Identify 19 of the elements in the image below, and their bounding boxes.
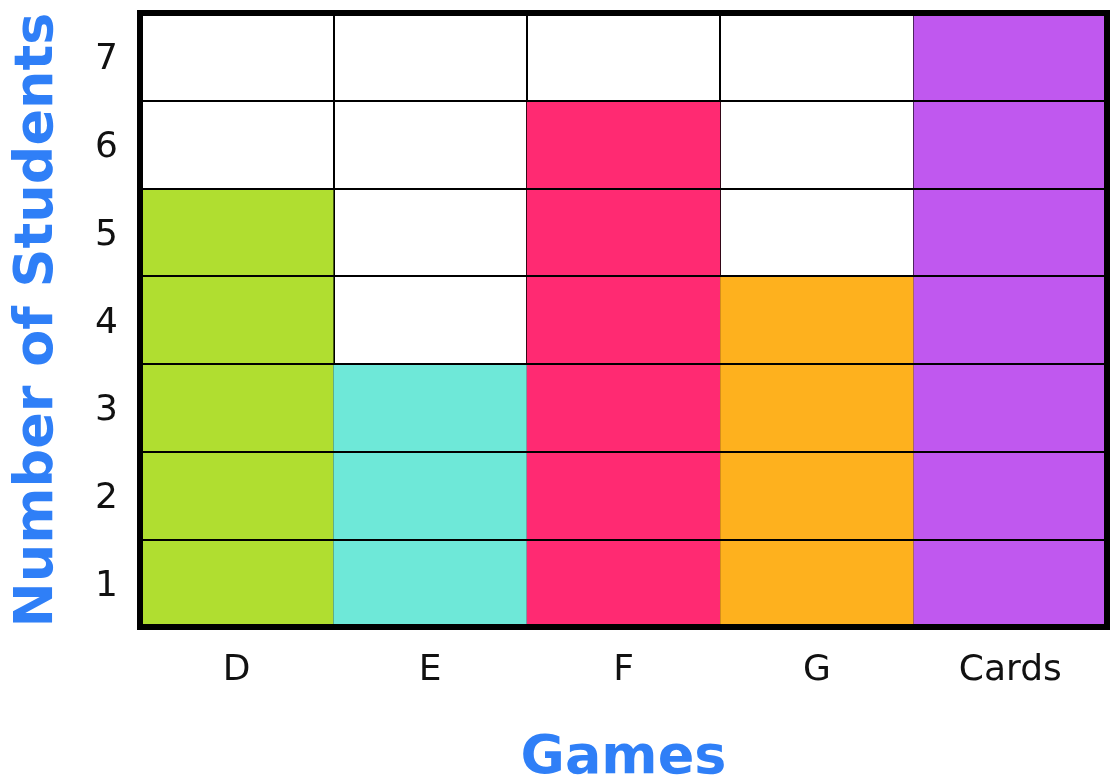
- y-axis-title: Number of Students: [1, 12, 65, 628]
- bar: [720, 276, 914, 627]
- y-tick-label: 6: [95, 124, 118, 166]
- x-tick-label: F: [613, 646, 634, 688]
- y-tick-label: 2: [95, 474, 118, 516]
- y-tick-label: 1: [95, 562, 118, 604]
- x-tick-label: D: [222, 646, 251, 688]
- y-tick-label: 5: [95, 211, 118, 253]
- bar: [526, 100, 721, 627]
- x-tick-label: Cards: [958, 646, 1062, 688]
- bar: [333, 363, 527, 627]
- x-tick-label: G: [802, 646, 831, 688]
- bar: [140, 188, 334, 627]
- y-tick-label: 7: [95, 36, 118, 78]
- bar: [913, 13, 1107, 627]
- x-tick-label: E: [418, 646, 442, 688]
- y-tick-label: 4: [95, 299, 118, 341]
- x-axis-title: Games: [520, 722, 727, 779]
- y-tick-label: 3: [95, 387, 118, 429]
